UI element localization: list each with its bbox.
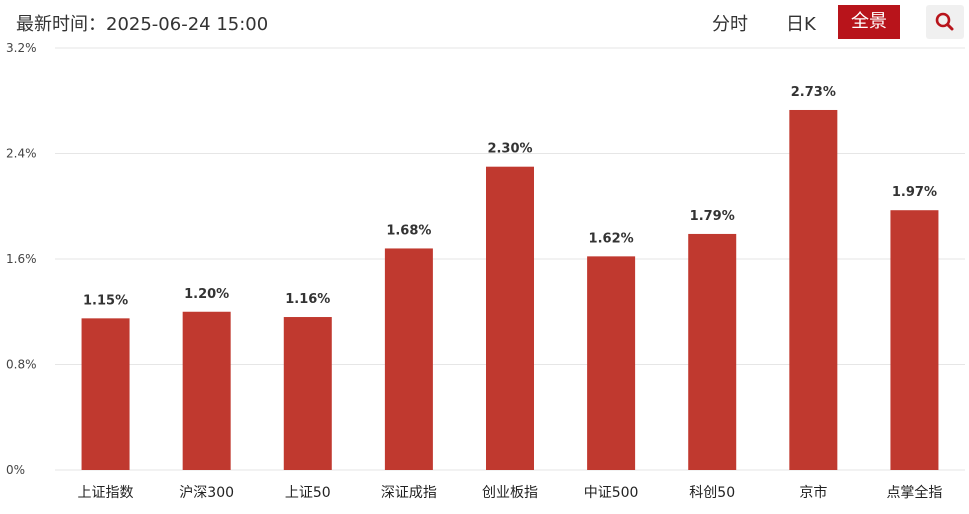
bar-value-label: 1.62% [589,231,634,246]
y-axis: 0% 0.8% 1.6% 2.4% 3.2% [6,41,37,477]
bar[interactable] [688,233,737,470]
search-button[interactable] [926,5,964,39]
y-tick-label: 0% [6,463,25,477]
bar[interactable] [789,109,838,470]
tab-daily-k[interactable]: 日K [786,14,816,35]
bar-value-label: 2.30% [487,142,532,157]
x-tick-label: 中证500 [584,485,639,501]
search-icon [935,12,954,31]
x-tick-label: 创业板指 [482,485,538,501]
bar-value-label: 1.15% [83,293,128,308]
y-tick-label: 0.8% [6,358,37,372]
bar[interactable] [283,317,332,470]
y-tick-label: 3.2% [6,41,37,55]
x-tick-label: 上证50 [285,485,331,501]
update-time: 最新时间：2025-06-24 15:00 [16,14,269,35]
bars [81,109,939,471]
tab-intraday[interactable]: 分时 [712,14,748,35]
x-tick-label: 点掌全指 [886,484,942,501]
x-tick-label: 京市 [799,484,827,501]
value-labels: 1.15% 1.20% 1.16% 1.68% 2.30% 1.62% 1.79% 2.73%… [83,85,937,308]
bar-value-label: 2.73% [791,85,836,100]
y-tick-label: 1.6% [6,252,37,266]
tab-overview[interactable]: 全景 [838,5,900,39]
x-tick-label: 科创50 [689,485,735,501]
bar[interactable] [182,311,231,470]
bar-value-label: 1.68% [386,223,431,238]
bar-value-label: 1.97% [892,185,937,200]
bar-value-label: 1.79% [690,209,735,224]
bar[interactable] [486,166,534,470]
x-axis: 上证指数 沪深300 上证50 深证成指 创业板指 中证500 科创50 京市 点掌全指 [78,484,943,501]
bar[interactable] [384,248,433,470]
bar-value-label: 1.20% [184,287,229,302]
y-tick-label: 2.4% [6,147,37,161]
x-tick-label: 沪深300 [179,485,234,501]
chart-header: 最新时间：2025-06-24 15:00 分时 日K 全景 [0,0,969,44]
x-tick-label: 上证指数 [78,485,134,501]
bar-value-label: 1.16% [285,292,330,307]
x-tick-label: 深证成指 [381,485,437,501]
bar[interactable] [587,256,636,470]
bar[interactable] [890,210,939,471]
bar[interactable] [81,318,130,470]
